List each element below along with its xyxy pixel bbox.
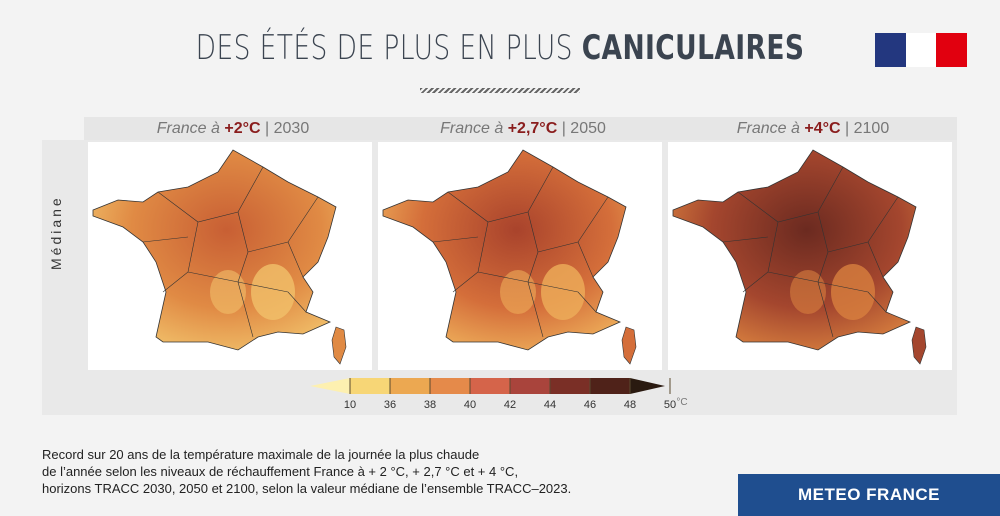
panel-year: 2100 — [853, 120, 890, 137]
colorbar-segment — [350, 378, 390, 394]
france-map-panel — [378, 142, 662, 370]
panel-sep: | — [260, 120, 274, 137]
alps-cooler-zone — [541, 264, 585, 320]
massif-central-zone — [790, 270, 826, 314]
panel-sep: | — [840, 120, 854, 137]
colorbar — [310, 378, 671, 394]
panel-year: 2050 — [570, 120, 606, 137]
side-label: Médiane — [48, 195, 64, 270]
caption-line: horizons TRACC 2030, 2050 et 2100, selon… — [42, 481, 572, 496]
panel-warming: +2°C — [224, 120, 261, 137]
panel-title: France à +2,7°C | 2050 — [378, 120, 668, 138]
colorbar-tick-label: 48 — [623, 399, 637, 411]
panel-title: France à +2°C | 2030 — [88, 120, 378, 138]
france-mainland — [672, 149, 917, 351]
colorbar-segment — [390, 378, 430, 394]
colorbar-tick-label: 10 — [343, 399, 357, 411]
france-map — [92, 149, 347, 365]
panel-prefix: France à — [156, 120, 225, 137]
massif-central-zone — [210, 270, 246, 314]
decorative-divider — [420, 88, 580, 93]
panel-title: France à +4°C | 2100 — [668, 120, 958, 138]
france-map — [672, 149, 927, 365]
corsica — [331, 326, 347, 365]
title-light: DES ÉTÉS DE PLUS EN PLUS — [195, 28, 582, 68]
colorbar-unit: °C — [676, 397, 688, 408]
region-borders — [432, 166, 609, 338]
panel-prefix: France à — [736, 120, 805, 137]
panel-header-band — [84, 117, 957, 142]
meteo-france-brand: METEO FRANCE — [738, 474, 1000, 516]
colorbar-tick-label: 38 — [423, 399, 437, 411]
page-title: DES ÉTÉS DE PLUS EN PLUS CANICULAIRES — [110, 28, 890, 68]
france-mainland — [92, 149, 337, 351]
colorbar-tick-label: 36 — [383, 399, 397, 411]
colorbar-tick-label: 46 — [583, 399, 597, 411]
caption-line: Record sur 20 ans de la température maxi… — [42, 447, 480, 462]
colorbar-tick-label: 44 — [543, 399, 557, 411]
panel-prefix: France à — [440, 120, 508, 137]
france-map-panel — [668, 142, 952, 370]
panel-sep: | — [557, 120, 571, 137]
france-map-panel — [88, 142, 372, 370]
colorbar-segment — [430, 378, 470, 394]
title-bold: CANICULAIRES — [581, 28, 805, 68]
alps-cooler-zone — [831, 264, 875, 320]
colorbar-segment — [310, 378, 350, 394]
colorbar-segment — [590, 378, 630, 394]
caption-line: de l’année selon les niveaux de réchauff… — [42, 464, 519, 479]
colorbar-segment — [550, 378, 590, 394]
panel-warming: +4°C — [804, 120, 841, 137]
panel-year: 2030 — [273, 120, 310, 137]
colorbar-segment — [510, 378, 550, 394]
alps-cooler-zone — [251, 264, 295, 320]
colorbar-segment — [470, 378, 510, 394]
colorbar-tick-label: 50 — [663, 399, 677, 411]
colorbar-tick-label: 40 — [463, 399, 477, 411]
panel-warming: +2,7°C — [507, 120, 558, 137]
france-mainland — [382, 149, 627, 351]
republique-francaise-logo — [875, 33, 968, 67]
region-borders — [142, 166, 319, 338]
region-borders — [722, 166, 899, 338]
colorbar-tick-label: 42 — [503, 399, 517, 411]
france-map — [382, 149, 637, 365]
colorbar-segment — [630, 378, 665, 394]
corsica — [911, 326, 927, 365]
massif-central-zone — [500, 270, 536, 314]
corsica — [621, 326, 637, 365]
caption: Record sur 20 ans de la température maxi… — [42, 446, 571, 497]
